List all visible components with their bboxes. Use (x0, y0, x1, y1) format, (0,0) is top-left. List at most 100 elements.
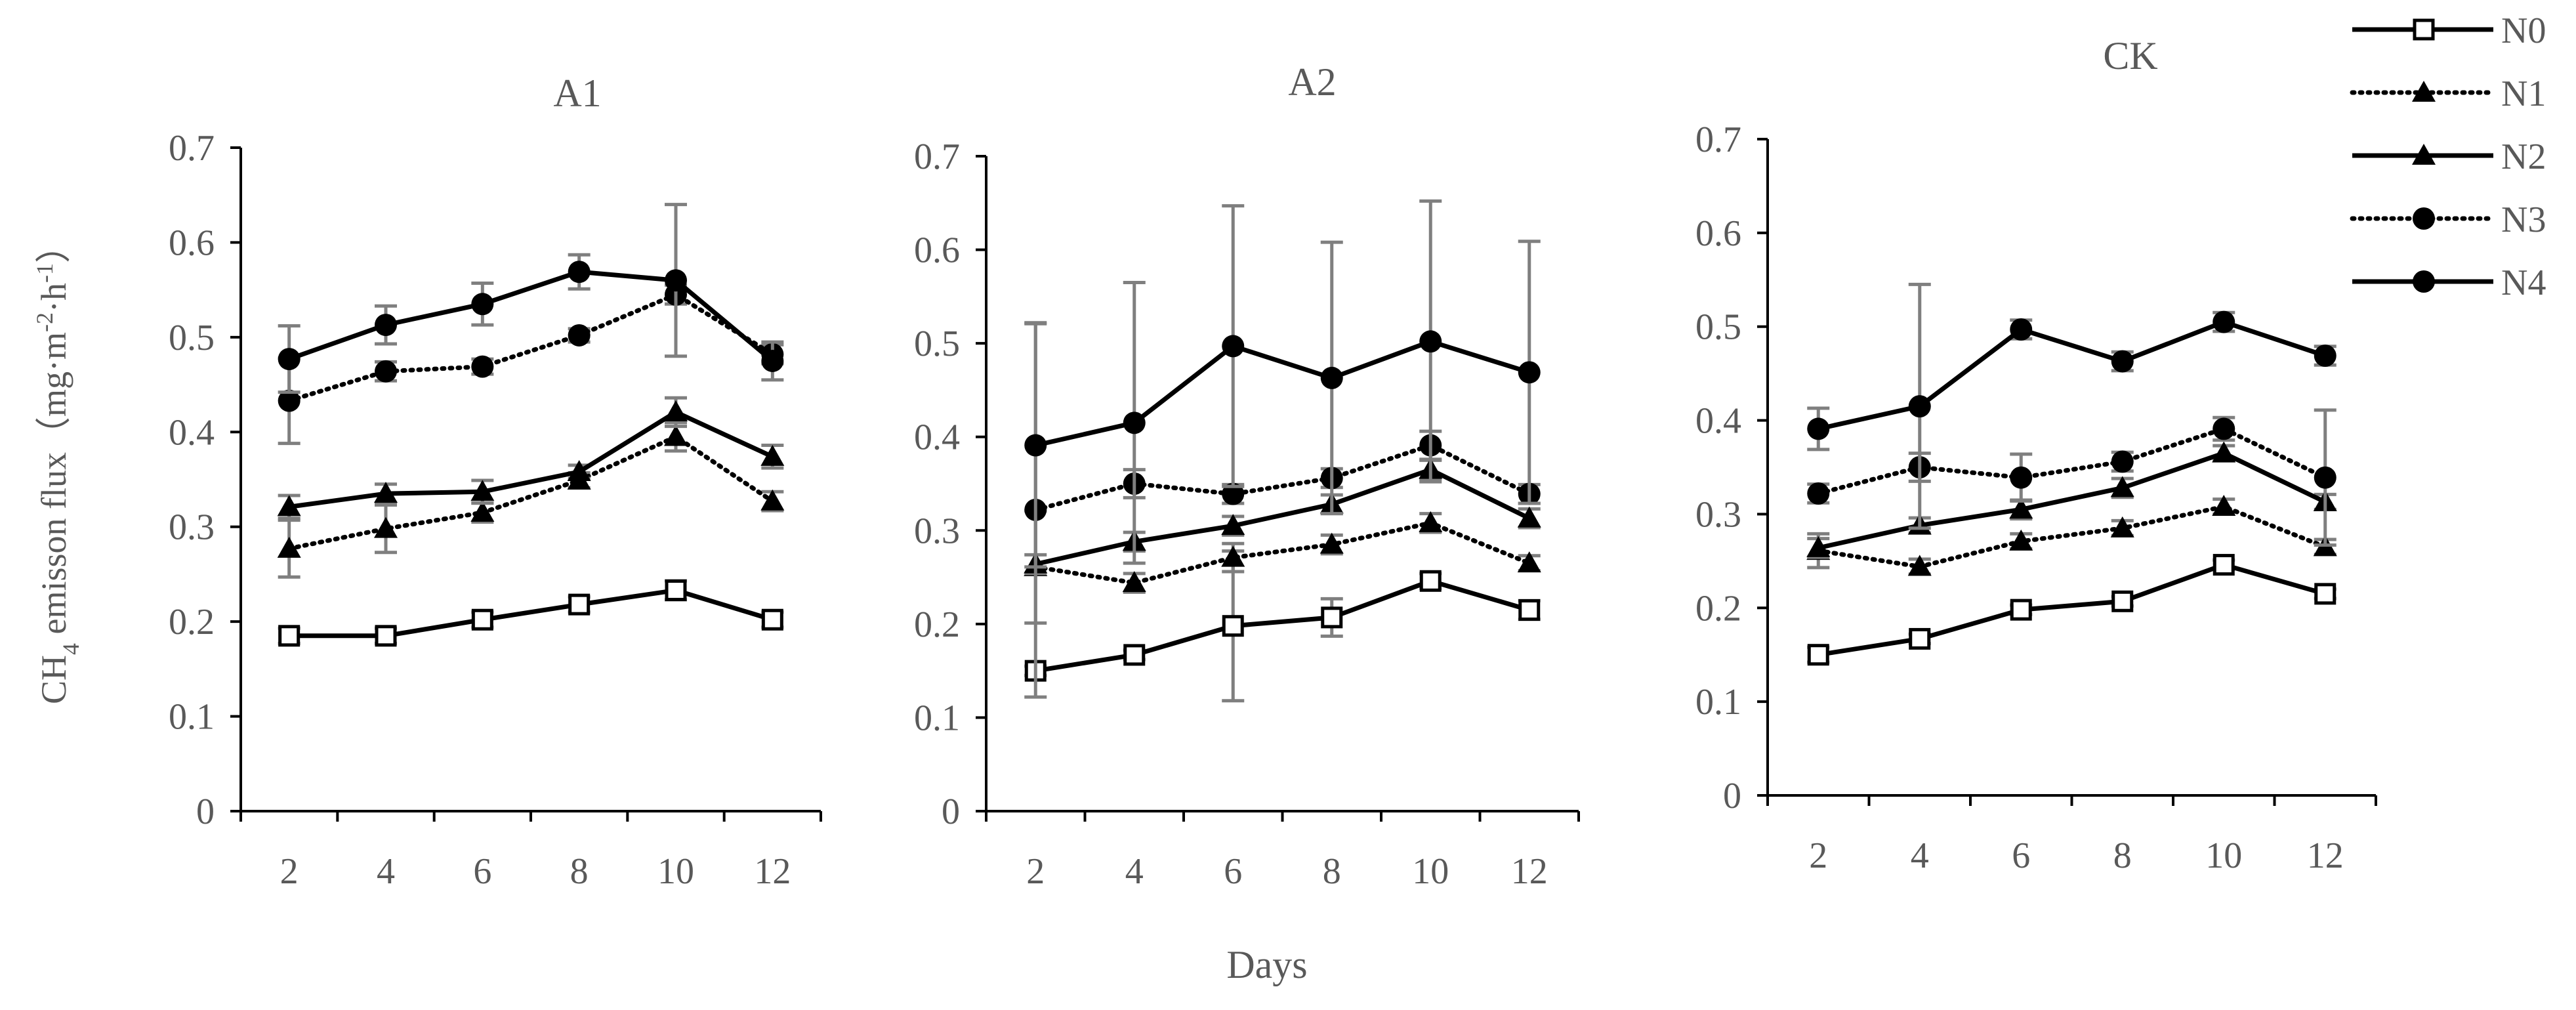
data-point (1907, 555, 1932, 576)
data-point (1419, 330, 1442, 353)
series-n0 (278, 579, 784, 647)
data-point (2010, 599, 2032, 621)
y-tick-label: 0.3 (914, 511, 960, 551)
data-point (471, 608, 493, 631)
y-axis-label-part: 4 (58, 643, 84, 655)
series-n4 (1024, 199, 1541, 569)
data-point (568, 261, 591, 284)
data-point (2009, 497, 2033, 519)
legend-item-n2: N2 (2352, 137, 2546, 177)
data-point (375, 360, 397, 383)
x-tick-label: 2 (1026, 851, 1045, 892)
y-axis-label-part: ·h (34, 283, 73, 312)
data-point (2212, 310, 2235, 333)
x-tick-label: 4 (377, 851, 395, 892)
data-point (760, 489, 785, 511)
data-point (1024, 434, 1047, 457)
data-point (1806, 536, 1831, 557)
data-point (277, 536, 301, 558)
y-tick-label: 0.5 (1695, 307, 1741, 348)
data-point (471, 293, 494, 316)
data-point (2009, 529, 2033, 551)
x-axis-label: Days (1226, 943, 1307, 986)
data-point (761, 349, 784, 372)
y-tick-label: 0.5 (914, 324, 960, 364)
data-point (1517, 551, 1541, 573)
y-tick-label: 0.4 (169, 412, 215, 453)
panel-title: CK (2103, 34, 2157, 77)
legend-label: N3 (2501, 200, 2546, 240)
data-point (2111, 590, 2134, 612)
data-point (1807, 482, 1830, 505)
data-point (278, 389, 301, 412)
data-point (2111, 450, 2134, 473)
data-point (1122, 571, 1146, 593)
legend-marker (2412, 144, 2436, 165)
panel-a1: A1 0 0.1 0.2 0.3 0.4 0.5 0.6 0.7 2 4 6 8 10 12 (169, 72, 822, 892)
data-point (1221, 545, 1245, 567)
data-point (2212, 441, 2236, 463)
x-tick-label: 2 (280, 851, 299, 892)
data-point (2212, 554, 2235, 576)
series-line (1033, 520, 1532, 585)
series-n4 (1807, 282, 2337, 530)
x-tick-label: 2 (1809, 835, 1827, 876)
x-tick-label: 6 (1224, 851, 1242, 892)
data-point (1321, 606, 1343, 629)
x-tick-label: 4 (1911, 835, 1929, 876)
y-tick-label: 0.3 (169, 507, 215, 548)
data-point (1319, 532, 1344, 554)
legend-label: N2 (2501, 137, 2546, 177)
data-point (278, 625, 301, 647)
series-line (1818, 319, 2326, 431)
y-tick-label: 0.3 (1695, 494, 1741, 535)
x-tick-label: 10 (657, 851, 694, 892)
series-line (1035, 578, 1530, 673)
data-point (1908, 395, 1931, 418)
data-point (374, 516, 398, 538)
series-line (1816, 504, 2328, 569)
x-tick-label: 8 (570, 851, 589, 892)
data-point (1222, 482, 1245, 505)
panel-a2: A2 0 0.1 0.2 0.3 0.4 0.5 0.6 0.7 2 4 6 8 10 12 (914, 60, 1580, 892)
data-point (1222, 335, 1245, 358)
legend-item-n3: N3 (2350, 200, 2546, 240)
data-point (760, 444, 785, 466)
x-tick-label: 10 (2205, 835, 2242, 876)
data-point (2314, 466, 2337, 489)
x-tick-label: 10 (1412, 851, 1449, 892)
data-point (1909, 627, 1931, 650)
data-point (664, 425, 688, 446)
y-tick-label: 0.6 (1695, 213, 1741, 254)
data-point (374, 482, 398, 503)
series-n2 (1806, 441, 2337, 559)
data-point (2314, 583, 2337, 605)
panel-ck: CK 0 0.1 0.2 0.3 0.4 0.5 0.6 0.7 2 4 6 8 10 12 (1695, 34, 2377, 876)
y-axis-label-part: emisson flux（mg·m (34, 332, 73, 643)
series-line (289, 587, 774, 639)
y-axis-label-part: -2 (31, 312, 58, 332)
legend-label: N1 (2501, 74, 2546, 114)
data-point (1807, 417, 1830, 440)
data-point (277, 495, 301, 516)
legend-marker (2412, 81, 2436, 102)
data-point (375, 625, 397, 647)
y-tick-label: 0 (1723, 776, 1741, 816)
legend: N0 N1 N2 N3 N4 (2350, 11, 2546, 303)
data-point (1320, 366, 1343, 389)
x-tick-label: 8 (1323, 851, 1341, 892)
y-tick-label: 0.4 (1695, 401, 1741, 442)
series-n3 (1807, 408, 2337, 547)
y-axis-title: CH4 emisson flux（mg·m-2·h-1） (31, 228, 84, 704)
y-tick-label: 0.7 (1695, 119, 1741, 160)
x-tick-label: 4 (1125, 851, 1144, 892)
data-point (278, 348, 301, 371)
x-tick-label: 6 (473, 851, 491, 892)
series-n1 (1806, 495, 2337, 576)
data-point (1419, 511, 1443, 532)
data-point (1518, 599, 1541, 621)
x-tick-label: 12 (754, 851, 791, 892)
y-tick-label: 0.7 (914, 137, 960, 177)
data-point (2212, 495, 2236, 516)
